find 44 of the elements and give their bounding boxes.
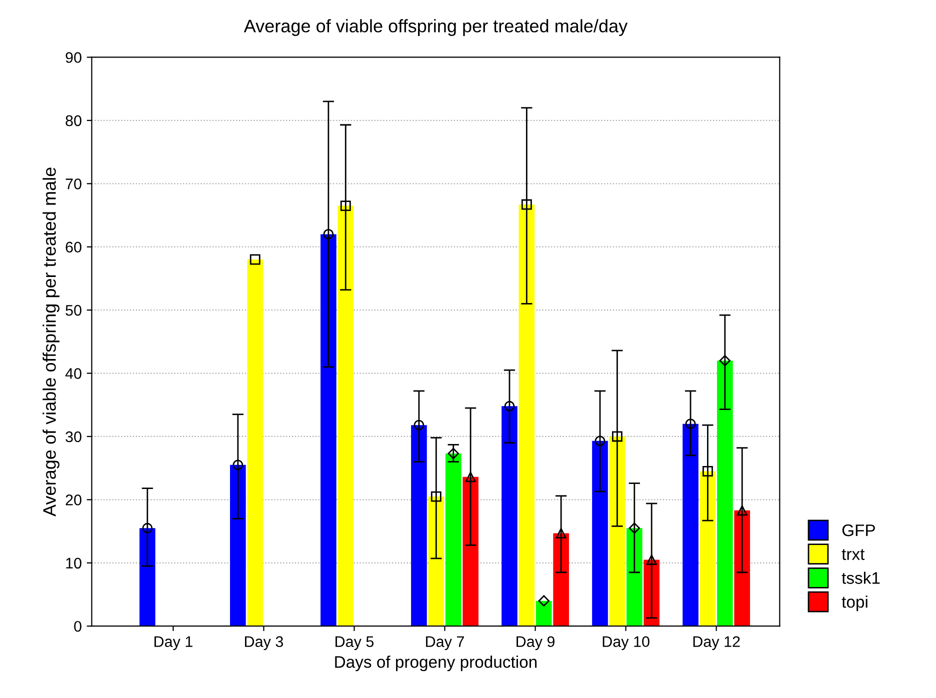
x-tick-label: Day 7 (426, 636, 464, 650)
x-tick-label: Day 12 (693, 636, 740, 650)
bar (139, 528, 156, 626)
bar (320, 234, 336, 626)
legend-label: GFP (842, 524, 875, 536)
bar (700, 471, 716, 626)
bar (518, 204, 535, 626)
y-tick-label: 20 (66, 494, 82, 506)
bar (445, 454, 462, 626)
y-axis-title: Average of viable offspring per treated male (42, 168, 60, 516)
bar (247, 260, 264, 626)
bar (592, 440, 608, 626)
bar (553, 533, 569, 626)
y-tick-label: 90 (66, 52, 82, 63)
y-tick-label: 60 (66, 242, 82, 253)
bar (626, 528, 642, 626)
x-tick-label: Day 5 (336, 636, 374, 650)
x-tick-label: Day 1 (154, 636, 192, 650)
legend-label: trxt (842, 549, 865, 560)
y-tick-label: 70 (66, 178, 82, 190)
bar (338, 206, 354, 626)
bar (411, 425, 427, 626)
bar (682, 424, 698, 626)
x-tick-label: Day 9 (516, 636, 555, 650)
bar (609, 436, 626, 626)
y-tick-label: 0 (74, 620, 82, 632)
y-tick-label: 50 (66, 304, 82, 316)
x-axis-title: Days of progeny production (335, 656, 537, 672)
bar (536, 600, 552, 626)
x-tick-label: Day 10 (602, 636, 650, 650)
legend-label: topi (842, 596, 868, 612)
bar (734, 510, 750, 626)
chart-title: Average of viable offspring per treated male/day (244, 19, 628, 36)
bar (428, 496, 444, 626)
x-tick-label: Day 3 (245, 636, 283, 650)
bar (462, 476, 478, 626)
legend-label: tssk1 (842, 572, 880, 584)
y-tick-label: 80 (66, 115, 82, 126)
bar (230, 464, 246, 626)
bar (502, 406, 518, 626)
y-tick-label: 30 (66, 431, 82, 442)
bar (717, 360, 733, 626)
y-tick-label: 40 (65, 368, 82, 379)
y-tick-label: 10 (66, 558, 82, 569)
